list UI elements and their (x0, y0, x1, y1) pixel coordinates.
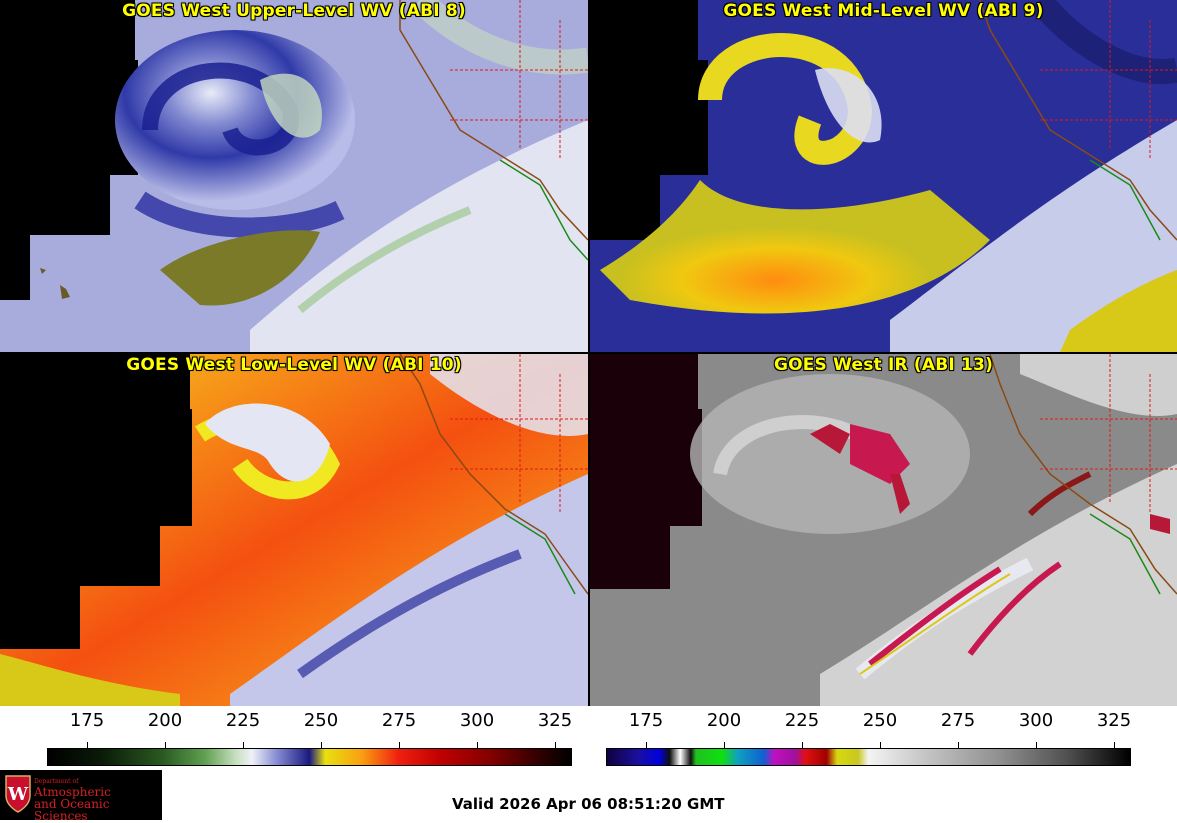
low-level-wv-title: GOES West Low-Level WV (ABI 10) (126, 355, 462, 375)
ir-colorbar: 175 200 225 250 275 300 325 (606, 710, 1131, 768)
ir-title: GOES West IR (ABI 13) (773, 355, 994, 375)
panel-divider-horizontal (0, 352, 1177, 354)
mid-level-wv-panel: GOES West Mid-Level WV (ABI 9) (590, 0, 1177, 352)
wv-tick-mark (399, 742, 400, 748)
wv-tick-label: 325 (537, 710, 573, 731)
svg-text:W: W (7, 784, 29, 805)
ir-tick-label: 325 (1096, 710, 1132, 731)
valid-time: Valid 2026 Apr 06 08:51:20 GMT (452, 795, 725, 813)
mid-level-wv-image (590, 0, 1177, 352)
ir-tick-label: 300 (1018, 710, 1054, 731)
mid-level-wv-title: GOES West Mid-Level WV (ABI 9) (723, 1, 1044, 21)
upper-level-wv-image (0, 0, 588, 352)
ir-image (590, 354, 1177, 706)
logo-department: Department of (34, 778, 79, 785)
wv-tick-mark (321, 742, 322, 748)
ir-tick-mark (880, 742, 881, 748)
ir-tick-mark (802, 742, 803, 748)
ir-tick-label: 275 (940, 710, 976, 731)
logo-line-1: Atmospheric (34, 785, 111, 799)
upper-level-wv-panel: GOES West Upper-Level WV (ABI 8) (0, 0, 588, 352)
wv-colorbar: 175 200 225 250 275 300 325 (47, 710, 572, 768)
ir-tick-label: 200 (706, 710, 742, 731)
ir-tick-label: 250 (862, 710, 898, 731)
uw-aos-logo: W Department of Atmospheric and Oceanic … (0, 770, 162, 823)
logo-line-2: and Oceanic Sciences (34, 797, 110, 823)
low-level-wv-panel: GOES West Low-Level WV (ABI 10) (0, 354, 588, 706)
ir-tick-mark (724, 742, 725, 748)
wv-tick-mark (87, 742, 88, 748)
wv-tick-label: 300 (459, 710, 495, 731)
wv-tick-label: 200 (147, 710, 183, 731)
wv-tick-mark (165, 742, 166, 748)
wv-colorbar-gradient (47, 748, 572, 766)
ir-tick-mark (1114, 742, 1115, 748)
wv-tick-mark (477, 742, 478, 748)
wv-tick-label: 175 (69, 710, 105, 731)
wv-tick-label: 225 (225, 710, 261, 731)
wv-tick-mark (555, 742, 556, 748)
ir-tick-label: 225 (784, 710, 820, 731)
ir-tick-mark (646, 742, 647, 748)
ir-colorbar-gradient (606, 748, 1131, 766)
ir-tick-mark (1036, 742, 1037, 748)
upper-level-wv-title: GOES West Upper-Level WV (ABI 8) (122, 1, 466, 21)
uw-crest-icon: W (5, 775, 31, 813)
wv-tick-mark (243, 742, 244, 748)
low-level-wv-image (0, 354, 588, 706)
ir-panel: GOES West IR (ABI 13) (590, 354, 1177, 706)
ir-tick-label: 175 (628, 710, 664, 731)
wv-tick-label: 275 (381, 710, 417, 731)
ir-tick-mark (958, 742, 959, 748)
wv-tick-label: 250 (303, 710, 339, 731)
